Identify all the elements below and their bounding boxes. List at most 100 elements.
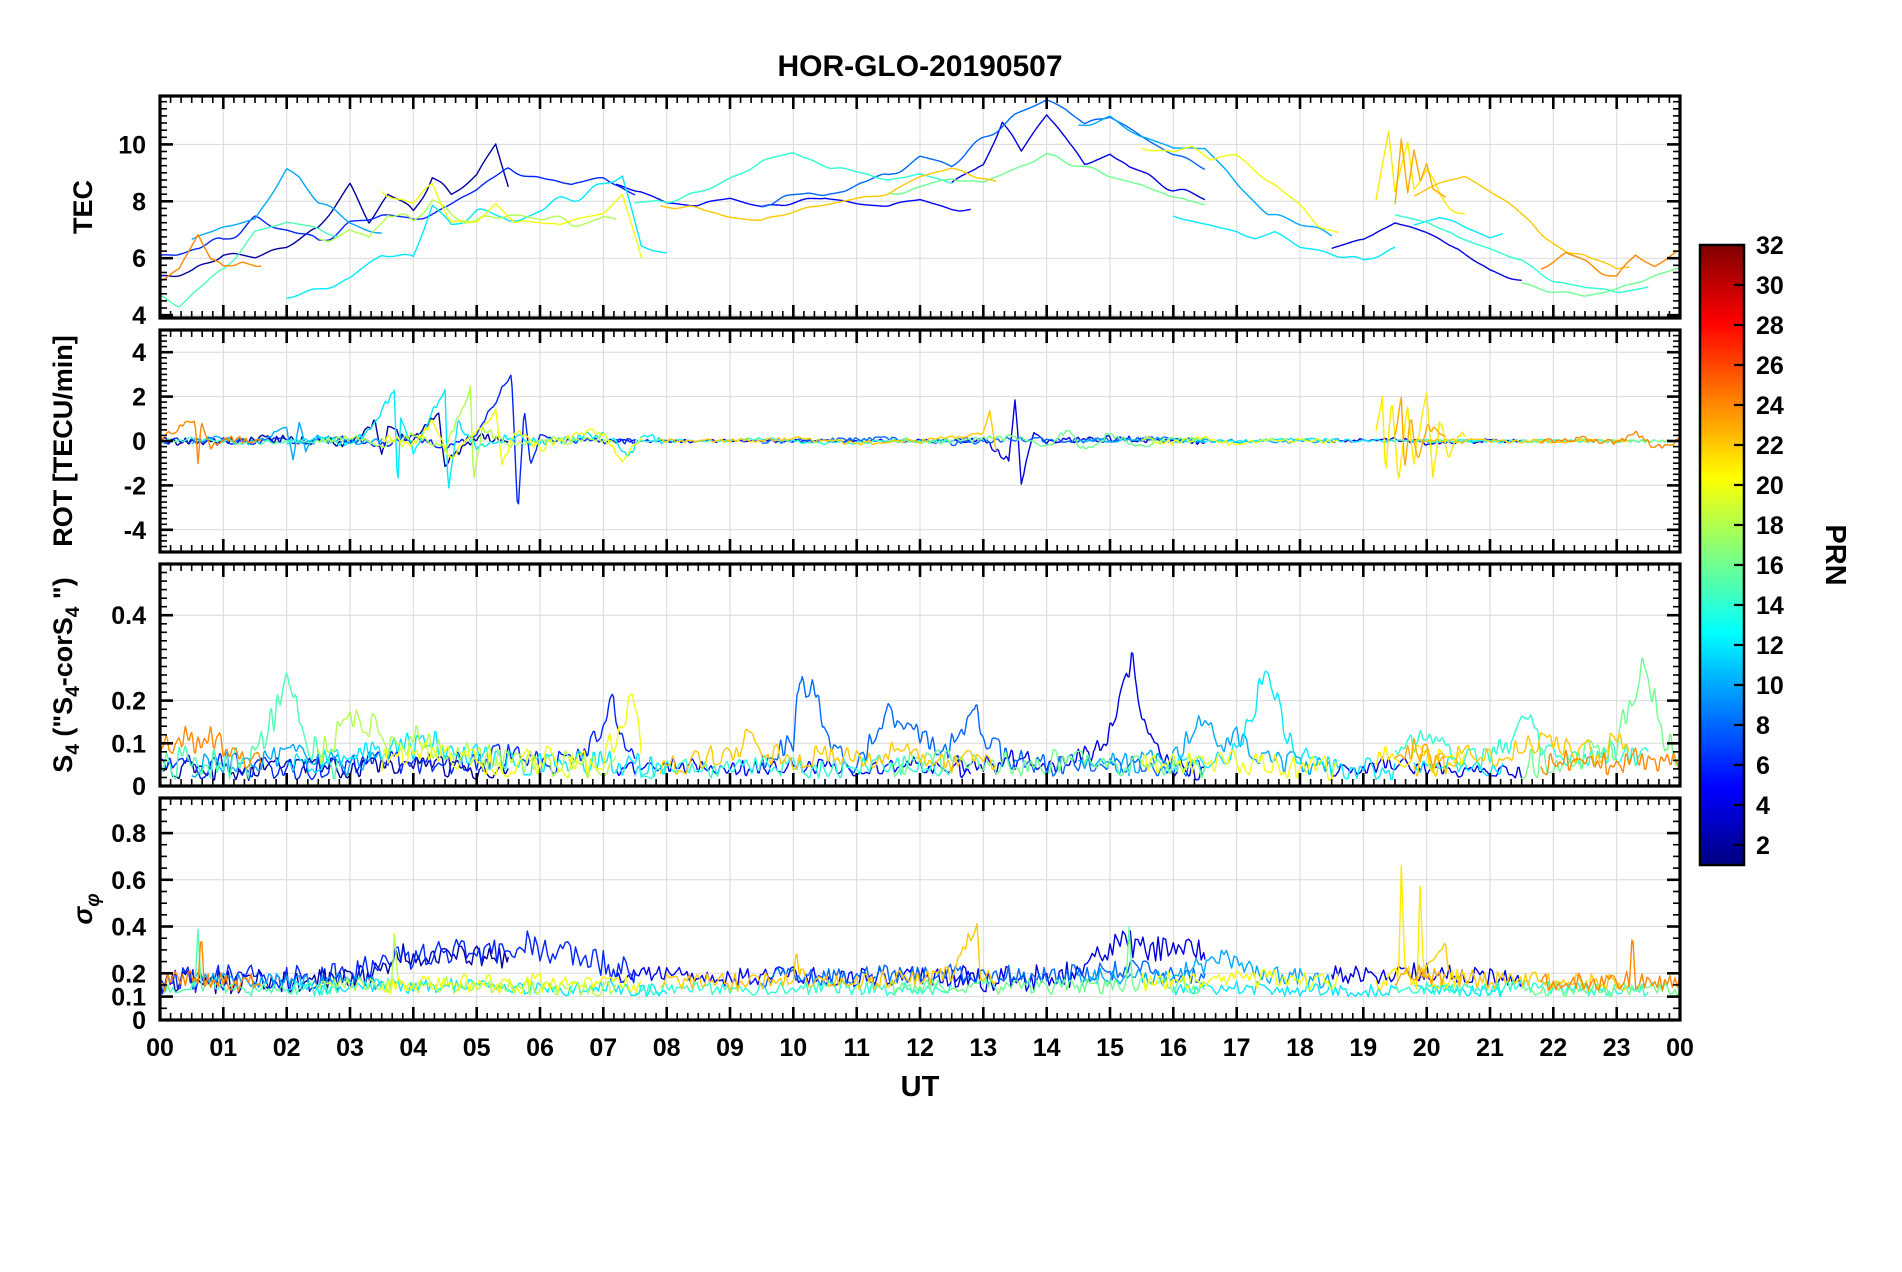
series-prn-22 (660, 167, 997, 221)
y-axis-label-rot: ROT [TECU/min] (48, 335, 78, 546)
series-prn-24 (160, 941, 262, 992)
x-axis-label: UT (901, 1071, 940, 1103)
series-prn-24 (160, 420, 262, 465)
x-tick-label: 13 (969, 1034, 997, 1062)
colorbar-tick-label: 12 (1756, 632, 1784, 660)
y-tick-label: 0.2 (111, 688, 146, 716)
series-prn-12 (1172, 980, 1396, 998)
panel-tec: 4 6 8 10 TEC (68, 94, 1682, 330)
colorbar-tick-label: 32 (1756, 232, 1784, 260)
series-prn-12 (286, 730, 668, 778)
series-prn-24 (1540, 430, 1680, 449)
series-prn-12 (1413, 216, 1503, 239)
y-axis-label-sigma: σφ (68, 893, 104, 924)
series-prn-6 (160, 930, 636, 995)
x-tick-label: 06 (526, 1034, 554, 1062)
colorbar-tick-label: 20 (1756, 472, 1784, 500)
colorbar-tick-label: 26 (1756, 352, 1784, 380)
series-prn-5 (615, 183, 971, 212)
series-prn-21 (1375, 392, 1466, 479)
series-prn-16 (1521, 657, 1680, 780)
chart-title: HOR-GLO-20190507 (777, 50, 1062, 83)
series-group (160, 652, 1680, 781)
colorbar-tick-label: 18 (1756, 512, 1784, 540)
series-prn-20 (1141, 749, 1338, 781)
series-group (160, 99, 1680, 308)
series-prn-23 (1394, 964, 1447, 986)
series-prn-23 (1394, 138, 1447, 205)
series-prn-16 (1521, 267, 1680, 297)
series-prn-15 (160, 672, 338, 780)
series-prn-20 (381, 972, 642, 995)
series-prn-4 (1331, 962, 1523, 988)
panel-rot: -4 -2 0 2 4 ROT [TECU/min] (48, 328, 1682, 554)
x-tick-label: 00 (1666, 1034, 1694, 1062)
series-prn-22 (1413, 732, 1630, 777)
x-tick-label: 12 (906, 1034, 934, 1062)
x-tick-label: 22 (1539, 1034, 1567, 1062)
panel-border (158, 796, 1682, 1022)
x-tick-label: 04 (399, 1034, 427, 1062)
y-tick-label: 0.1 (111, 984, 146, 1012)
colorbar-tick-label: 28 (1756, 312, 1784, 340)
x-tick-label: 00 (146, 1034, 174, 1062)
colorbar-tick-label: 10 (1756, 672, 1784, 700)
series-prn-4 (951, 114, 1206, 201)
series-prn-22 (1413, 942, 1630, 992)
series-prn-22 (660, 410, 997, 452)
series-prn-10 (191, 972, 383, 991)
panel-border (158, 562, 1682, 788)
x-tick-label: 01 (209, 1034, 237, 1062)
series-prn-16 (888, 152, 1206, 206)
y-axis-label-tec: TEC (68, 180, 98, 234)
series-prn-10 (1078, 715, 1333, 777)
series-prn-20 (381, 693, 642, 779)
y-tick-label: -2 (124, 472, 146, 500)
series-prn-15 (160, 928, 338, 997)
series-prn-24 (160, 233, 262, 283)
series-prn-4 (1331, 222, 1522, 282)
y-tick-label: 0 (132, 428, 146, 456)
panel-s4: 0 0.1 0.2 0.4 S4 ("S4-corS4 ") (48, 562, 1682, 801)
x-tick-label: 18 (1286, 1034, 1314, 1062)
x-tick-label: 16 (1159, 1034, 1187, 1062)
colorbar-label: PRN (1819, 524, 1851, 585)
colorbar-tick-label: 30 (1756, 272, 1784, 300)
panel-border (158, 328, 1682, 554)
y-tick-label: 0 (132, 773, 146, 801)
y-tick-label: 0 (132, 1007, 146, 1035)
series-prn-2 (160, 943, 509, 995)
series-group (160, 374, 1680, 505)
colorbar-tick-label: 24 (1756, 392, 1784, 420)
series-prn-6 (160, 374, 636, 505)
x-tick-label: 07 (589, 1034, 617, 1062)
y-tick-label: 0.4 (111, 602, 146, 630)
grid-lines (160, 96, 1680, 318)
series-prn-12 (1173, 215, 1396, 261)
series-prn-2 (160, 143, 509, 278)
series-prn-24 (160, 725, 262, 770)
series-prn-14 (1394, 214, 1649, 294)
series-prn-14 (635, 981, 953, 997)
x-tick-label: 03 (336, 1034, 364, 1062)
y-tick-label: 0.8 (111, 820, 146, 848)
series-prn-5 (615, 965, 972, 988)
series-prn-24 (1540, 747, 1680, 776)
x-tick-label: 09 (716, 1034, 744, 1062)
y-tick-label: 0.4 (111, 914, 146, 942)
series-prn-12 (1173, 670, 1396, 781)
series-prn-14 (1394, 714, 1649, 771)
series-prn-16 (887, 429, 1206, 450)
y-tick-label: 0.2 (111, 960, 146, 988)
colorbar-tick-label: 8 (1756, 712, 1770, 740)
series-prn-23 (1394, 737, 1446, 769)
grid-lines (160, 564, 1680, 786)
colorbar-gradient (1698, 243, 1746, 867)
x-tick-label: 21 (1476, 1034, 1504, 1062)
series-prn-18 (318, 199, 617, 242)
y-tick-label: 0.1 (111, 730, 146, 758)
